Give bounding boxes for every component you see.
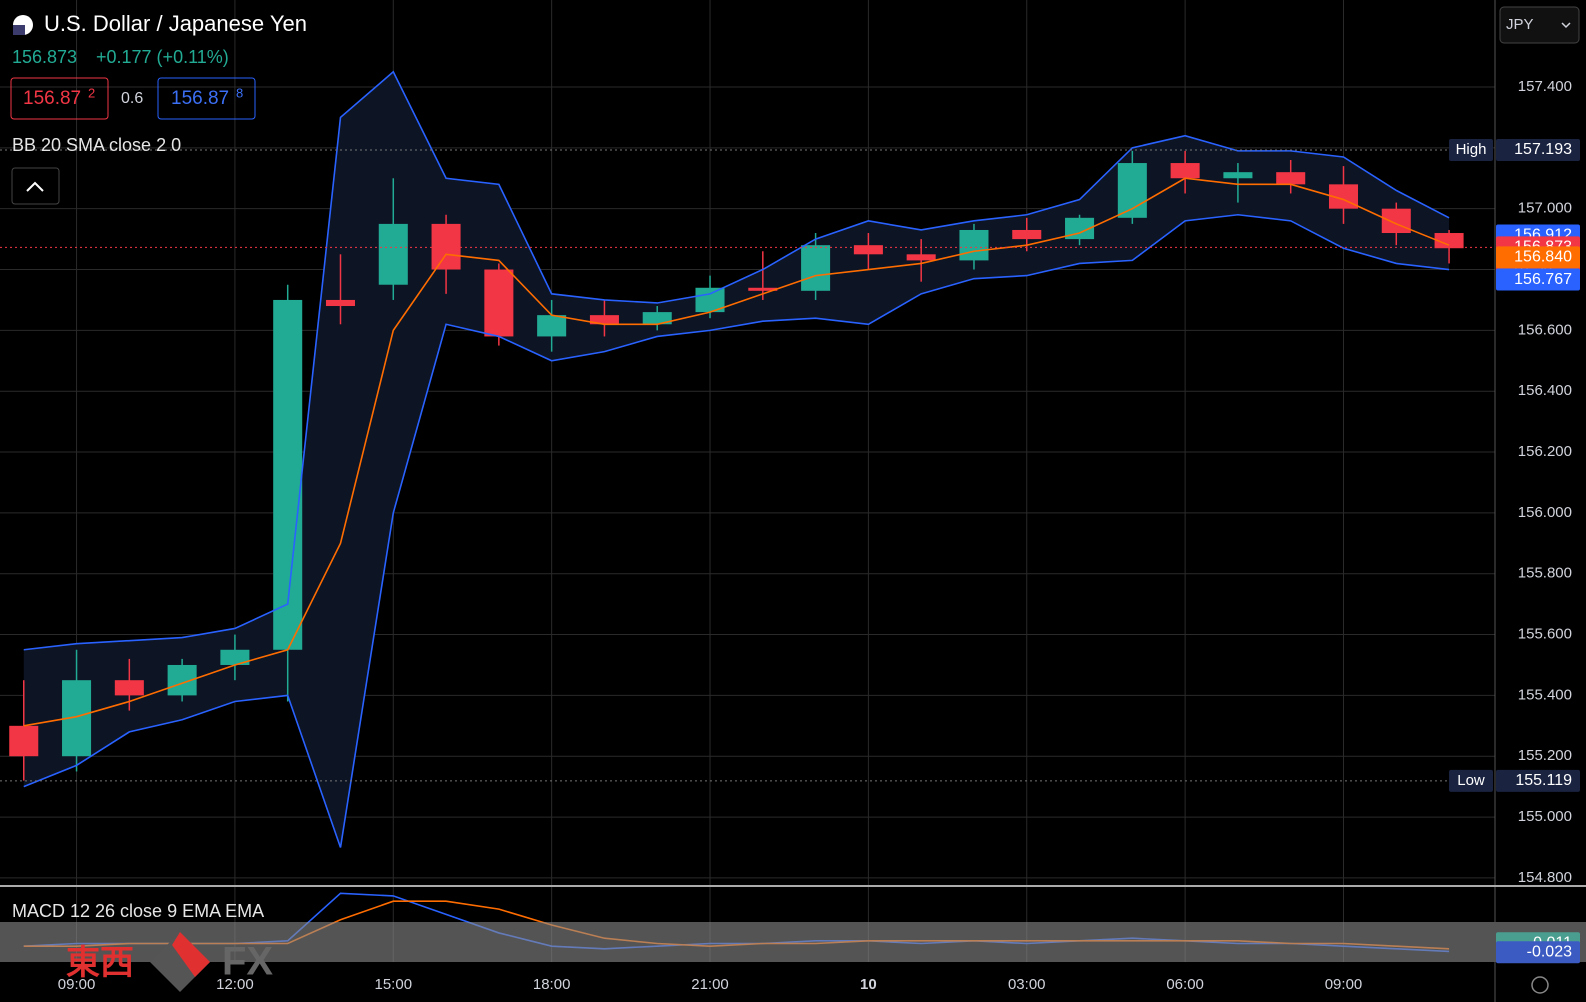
price-marker-label: -0.023 <box>1527 943 1572 960</box>
price-marker <box>1496 246 1580 269</box>
candle-body <box>9 725 39 757</box>
y-tick-label: 155.200 <box>1518 747 1572 764</box>
x-tick-label: 10 <box>860 976 877 993</box>
candle-body <box>431 223 461 270</box>
candle-body <box>906 254 936 261</box>
candle-body <box>1117 163 1147 218</box>
price-marker-label: 157.193 <box>1514 141 1572 158</box>
candle-body <box>484 269 514 337</box>
y-tick-label: 156.200 <box>1518 443 1572 460</box>
y-tick-label: 155.800 <box>1518 565 1572 582</box>
x-tick-label: 09:00 <box>1325 976 1363 993</box>
x-tick-label: 12:00 <box>216 976 254 993</box>
candle-body <box>220 649 250 665</box>
bid-price: 156.87 <box>23 88 81 109</box>
flag-icon <box>13 25 25 35</box>
tag-box <box>1449 769 1493 792</box>
collapse-button[interactable] <box>11 167 60 205</box>
y-tick-label: 155.400 <box>1518 686 1572 703</box>
candle-body <box>114 680 144 696</box>
spread: 0.6 <box>121 90 143 107</box>
candle-body <box>378 223 408 285</box>
y-tick-label: 155.600 <box>1518 626 1572 643</box>
y-tick-label: 156.000 <box>1518 504 1572 521</box>
currency: JPY <box>1506 16 1534 33</box>
indicator-label: MACD 12 26 close 9 EMA EMA <box>12 901 264 921</box>
candle-body <box>1381 208 1411 234</box>
candle-body <box>1434 233 1464 249</box>
y-tick-label: 156.400 <box>1518 382 1572 399</box>
candle-body <box>959 229 989 261</box>
y-tick-label: 157.000 <box>1518 200 1572 217</box>
ask-pip: 8 <box>236 85 243 100</box>
x-tick-label: 21:00 <box>691 976 729 993</box>
last-price: 156.873 <box>12 47 77 67</box>
candle-body <box>853 245 883 255</box>
price-marker-label: 156.767 <box>1514 271 1572 288</box>
chevron-icon <box>26 181 44 192</box>
price-marker <box>1496 769 1580 792</box>
indicator-line <box>23 70 1450 651</box>
buy-button[interactable] <box>157 77 256 120</box>
price-marker <box>1496 941 1580 964</box>
indicator-line <box>23 213 1450 848</box>
candle-body <box>1065 217 1095 240</box>
pane-overlay <box>0 922 1586 962</box>
y-tick-label: 155.000 <box>1518 808 1572 825</box>
indicator-line <box>23 177 1450 727</box>
candle-body <box>325 299 356 307</box>
candle-body <box>1276 172 1306 185</box>
x-tick-label: 06:00 <box>1166 976 1204 993</box>
indicator-label: BB 20 SMA close 2 0 <box>12 135 181 155</box>
tag-label: High <box>1456 141 1487 158</box>
sell-button[interactable] <box>10 77 109 120</box>
price-marker <box>1496 138 1580 161</box>
tag-label: Low <box>1457 772 1485 789</box>
candle-body <box>801 245 831 291</box>
candle-body <box>589 315 619 325</box>
watermark: 東西 <box>66 944 134 982</box>
candle-body <box>1170 163 1200 179</box>
price-marker <box>1496 268 1580 291</box>
candle-body <box>642 312 672 325</box>
ask-price: 156.87 <box>171 88 229 109</box>
candle-body <box>1012 229 1042 240</box>
x-tick-label: 15:00 <box>375 976 413 993</box>
dropdown-icon <box>1561 22 1571 29</box>
bid-pip: 2 <box>88 85 95 100</box>
watermark-logo <box>172 932 210 977</box>
candle-body <box>537 315 567 337</box>
x-tick-label: 03:00 <box>1008 976 1046 993</box>
candle-body <box>273 299 303 650</box>
price-marker-label: 155.119 <box>1515 772 1572 789</box>
y-tick-label: 156.600 <box>1518 321 1572 338</box>
currency-dropdown[interactable] <box>1499 6 1580 44</box>
price-change: +0.177 (+0.11%) <box>96 47 229 67</box>
watermark: FX <box>222 940 273 984</box>
y-tick-label: 157.400 <box>1518 78 1572 95</box>
symbol-title: U.S. Dollar / Japanese Yen <box>44 11 307 36</box>
settings-icon[interactable] <box>1531 976 1549 994</box>
tag-box <box>1449 138 1493 161</box>
x-tick-label: 18:00 <box>533 976 571 993</box>
price-marker-label: 156.840 <box>1514 249 1572 266</box>
candle-body <box>1223 172 1253 179</box>
candle-body <box>748 287 778 291</box>
x-tick-label: 09:00 <box>58 976 96 993</box>
y-tick-label: 154.800 <box>1518 869 1572 886</box>
